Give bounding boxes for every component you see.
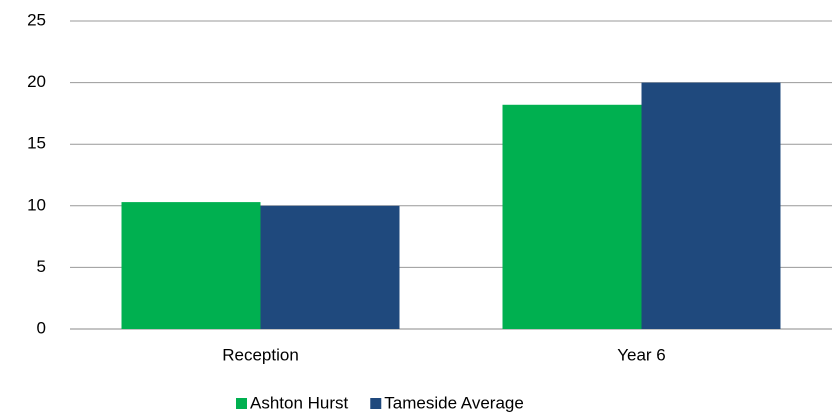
legend-label: Tameside Average — [384, 393, 524, 412]
y-tick-label: 15 — [27, 134, 46, 153]
y-tick-label: 10 — [27, 195, 46, 214]
bar — [641, 82, 781, 329]
legend-swatch — [236, 398, 247, 409]
y-tick-label: 0 — [37, 318, 46, 337]
y-tick-label: 20 — [27, 72, 46, 91]
legend-swatch — [370, 398, 382, 409]
x-tick-label: Reception — [222, 345, 299, 364]
legend-label: Ashton Hurst — [250, 393, 349, 412]
y-tick-label: 5 — [37, 257, 46, 276]
x-tick-label: Year 6 — [617, 345, 666, 364]
bar — [121, 202, 261, 329]
bar — [260, 205, 400, 329]
y-tick-label: 25 — [27, 10, 46, 29]
bar — [502, 104, 642, 329]
